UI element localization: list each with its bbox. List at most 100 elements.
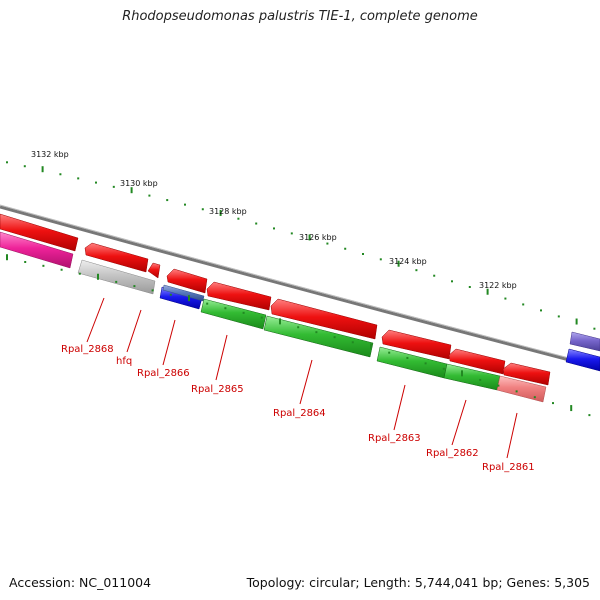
lower-minor-tick <box>424 362 427 365</box>
genome-backbone-inner <box>0 204 600 367</box>
ruler-major-tick <box>486 288 489 295</box>
ruler-minor-tick <box>23 165 26 168</box>
gene-arrow-small-fwd[interactable] <box>147 262 161 279</box>
gene-arrow-left-edge[interactable] <box>0 213 79 252</box>
lower-major-tick <box>570 405 573 412</box>
ruler-minor-tick <box>95 181 97 184</box>
ruler-ticks <box>6 161 596 330</box>
lower-minor-tick <box>406 356 409 359</box>
feature-steel-hfq[interactable] <box>162 284 205 302</box>
label-leader-lines <box>86 297 518 459</box>
lower-major-tick <box>461 370 463 377</box>
ruler-minor-tick <box>6 161 8 164</box>
ruler-minor-tick <box>112 185 115 188</box>
gene-arrow-rpal2868-fwd[interactable] <box>84 242 149 273</box>
lower-minor-tick <box>24 260 27 263</box>
lower-minor-tick <box>479 378 482 381</box>
feature-blue-right-edge[interactable] <box>565 348 600 372</box>
ruler-major-tick <box>41 166 44 173</box>
accession-text: Accession: NC_011004 <box>9 575 152 590</box>
ruler-label-3122: 3122 kbp <box>479 281 517 290</box>
ruler-minor-tick <box>504 297 507 300</box>
gene-label-rpal2864[interactable]: Rpal_2864 <box>273 408 326 419</box>
gene-label-rpal2868[interactable]: Rpal_2868 <box>61 344 114 355</box>
lower-major-tick <box>370 343 372 350</box>
gene-label-rpal2863[interactable]: Rpal_2863 <box>368 433 421 444</box>
ruler-minor-tick <box>148 194 151 197</box>
lower-major-tick <box>6 254 8 261</box>
leader-rpal2862 <box>451 399 467 446</box>
ruler-major-tick <box>397 260 400 267</box>
lower-minor-tick <box>552 402 554 405</box>
leader-rpal2866 <box>162 319 176 366</box>
lower-ticks <box>6 254 591 417</box>
lower-minor-tick <box>442 367 445 370</box>
lower-minor-tick <box>242 311 245 314</box>
gene-arrow-rpal2863-fwd[interactable] <box>381 329 452 360</box>
gene-label-rpal2866[interactable]: Rpal_2866 <box>137 368 190 379</box>
genome-backbone-outer <box>0 205 600 370</box>
ruler-minor-tick <box>540 309 542 312</box>
ruler-minor-tick <box>255 222 258 225</box>
forward-strand-track <box>0 213 600 386</box>
gene-arrow-rpal2866-fwd[interactable] <box>166 268 208 294</box>
lower-minor-tick <box>42 264 45 267</box>
ruler-labels: 3132 kbp 3130 kbp 3128 kbp 3126 kbp 3124… <box>31 150 517 290</box>
feature-green-rpal2865[interactable] <box>200 298 267 330</box>
ruler-label-3132: 3132 kbp <box>31 150 69 159</box>
leader-rpal2868 <box>86 297 105 343</box>
lower-minor-tick <box>169 293 172 296</box>
gene-arrow-rpal2864-fwd[interactable] <box>270 298 378 340</box>
lower-minor-tick <box>297 326 300 329</box>
ruler-minor-tick <box>326 242 329 245</box>
ruler-minor-tick <box>593 327 596 330</box>
lower-minor-tick <box>206 302 209 305</box>
feature-green-rpal2864[interactable] <box>263 315 374 358</box>
lower-minor-tick <box>533 396 536 399</box>
ruler-minor-tick <box>59 173 62 176</box>
ruler-minor-tick <box>237 217 240 220</box>
ruler-minor-tick <box>344 247 347 250</box>
gene-arrow-rpal2862-fwd[interactable] <box>448 348 506 375</box>
genome-title: Rhodopseudomonas palustris TIE-1, comple… <box>122 9 478 24</box>
lower-major-tick <box>188 295 190 302</box>
gene-label-rpal2865[interactable]: Rpal_2865 <box>191 384 244 395</box>
lower-minor-tick <box>115 280 118 283</box>
gene-label-rpal2861[interactable]: Rpal_2861 <box>482 462 535 473</box>
lower-minor-tick <box>351 341 354 344</box>
ruler-minor-tick <box>415 269 418 272</box>
ruler-minor-tick <box>468 285 471 288</box>
lower-minor-tick <box>333 336 336 339</box>
topology-text: Topology: circular; Length: 5,744,041 bp… <box>246 575 590 590</box>
feature-magenta[interactable] <box>0 231 74 269</box>
lower-minor-tick <box>315 331 318 334</box>
gene-arrow-rpal2861-fwd[interactable] <box>502 362 551 386</box>
ruler-minor-tick <box>362 252 364 255</box>
leader-rpal2865 <box>215 334 228 381</box>
ruler-major-tick <box>575 318 578 325</box>
gene-arrow-rpal2865-fwd[interactable] <box>206 281 272 311</box>
ruler-major-tick <box>130 187 133 194</box>
lower-minor-tick <box>515 390 518 393</box>
ruler-label-3124: 3124 kbp <box>389 257 427 266</box>
ruler-label-3130: 3130 kbp <box>120 179 158 188</box>
gene-arrow-right-edge-violet[interactable] <box>569 331 600 352</box>
ruler-minor-tick <box>166 199 169 202</box>
lower-minor-tick <box>260 316 263 319</box>
gene-label-rpal2862[interactable]: Rpal_2862 <box>426 448 479 459</box>
lower-major-tick <box>97 273 99 280</box>
ruler-minor-tick <box>433 274 436 277</box>
ruler-label-3128: 3128 kbp <box>209 207 247 216</box>
feature-grey-rpal2868[interactable] <box>77 259 156 295</box>
ruler-minor-tick <box>273 227 275 230</box>
ruler-minor-tick <box>290 232 293 235</box>
gene-label-hfq[interactable]: hfq <box>116 356 132 367</box>
lower-major-tick <box>279 318 281 325</box>
feature-track <box>0 231 600 403</box>
lower-minor-tick <box>497 384 500 387</box>
ruler-minor-tick <box>184 203 186 206</box>
ruler-minor-tick <box>451 280 453 283</box>
ruler-major-tick <box>308 234 311 241</box>
